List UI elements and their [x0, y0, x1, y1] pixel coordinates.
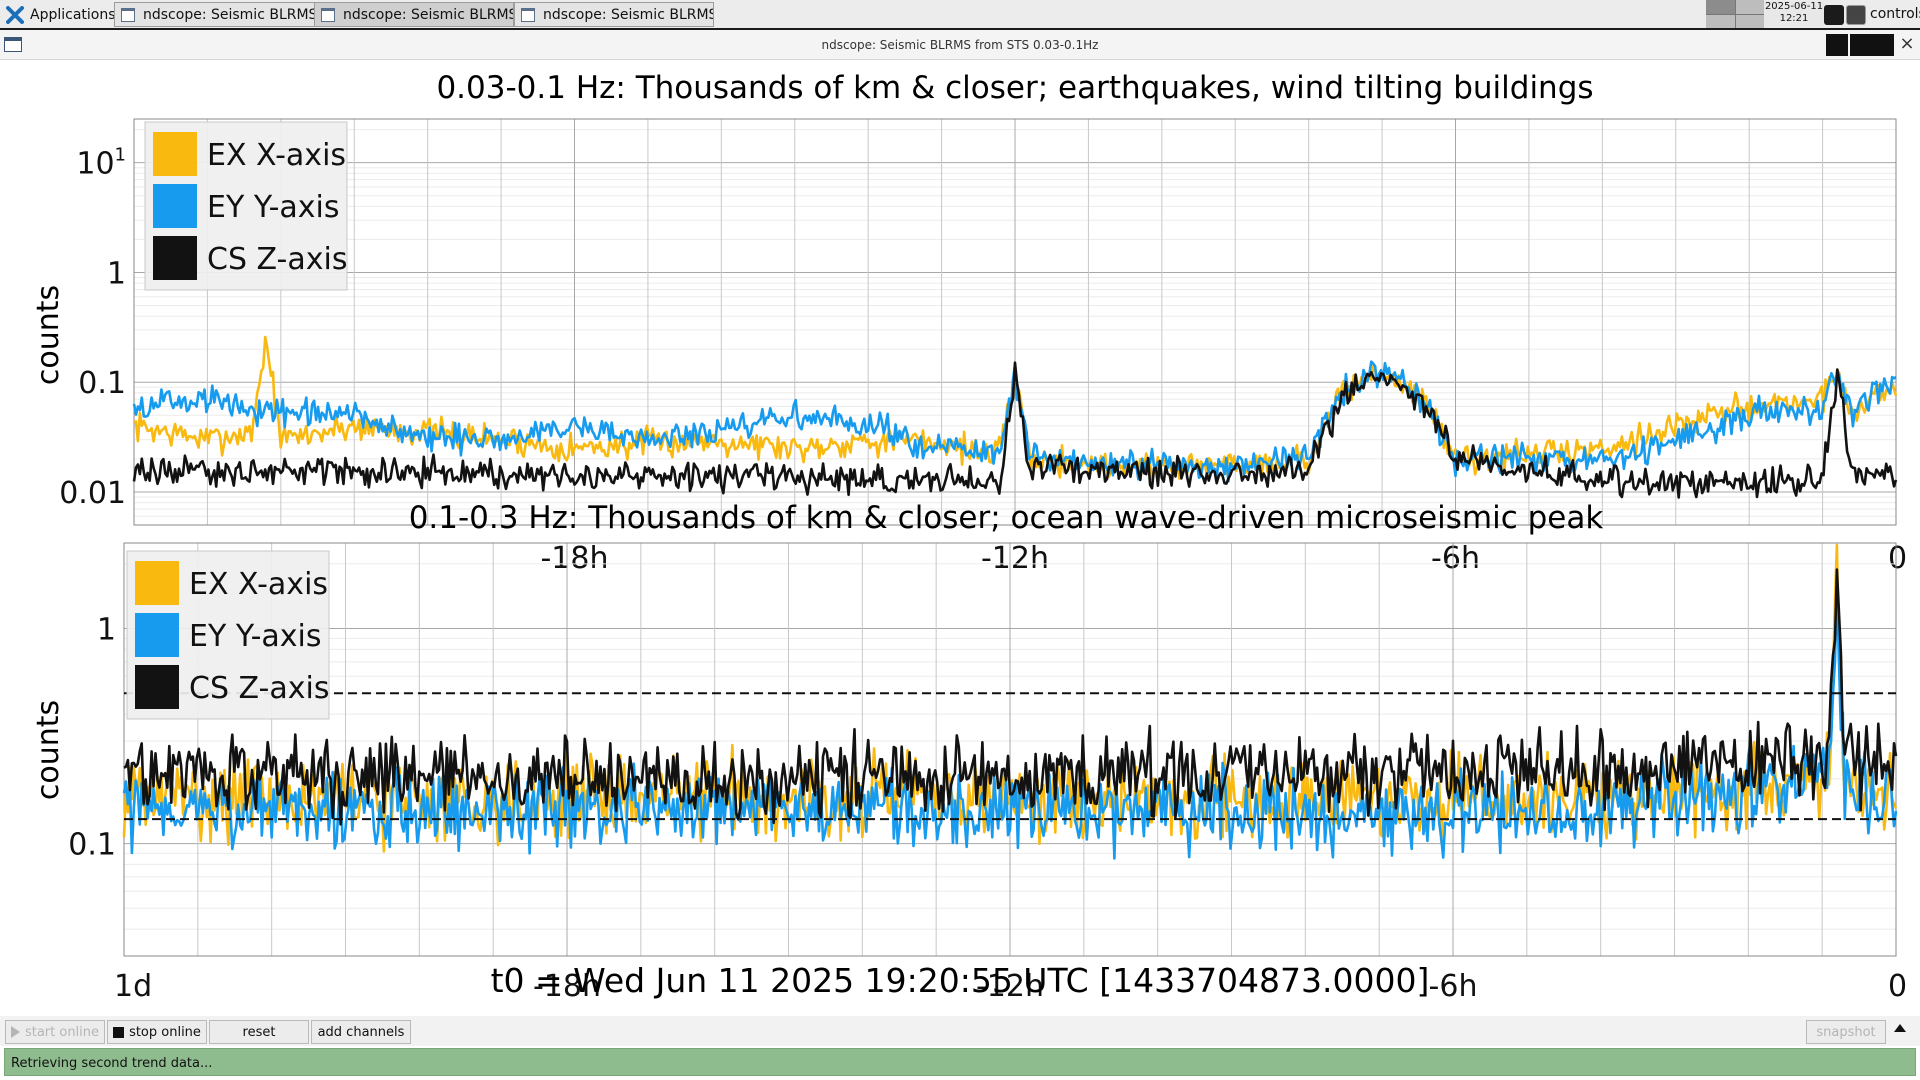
legend-swatch-ey — [135, 613, 179, 657]
x-tick-label: -18h — [540, 541, 608, 576]
taskbar-window-1[interactable]: ndscope: Seismic BLRMS f... — [114, 2, 316, 27]
add-channels-button[interactable]: add channels — [311, 1020, 411, 1044]
plot-bottom-ylabel: counts — [31, 700, 66, 800]
plot-top-frame — [133, 118, 1897, 526]
workspace-3[interactable] — [1706, 14, 1735, 28]
x-tick-label: -6h — [1429, 969, 1478, 1004]
window-button[interactable] — [1826, 34, 1848, 56]
plot-bottom-y-ticks: 0.11 — [68, 613, 116, 863]
play-icon — [10, 1026, 20, 1038]
user-name[interactable]: controls — [1870, 6, 1920, 22]
legend-swatch-cs — [135, 665, 179, 709]
window-icon — [321, 7, 335, 22]
plot-top-title: 0.03-0.1 Hz: Thousands of km & closer; e… — [436, 70, 1593, 106]
y-tick-label: 1 — [107, 256, 126, 291]
x-tick-label: 0 — [1888, 969, 1907, 1004]
status-bar: Retrieving second trend data... — [4, 1048, 1916, 1076]
window-titlebar: ndscope: Seismic BLRMS from STS 0.03-0.1… — [0, 30, 1920, 60]
snapshot-button[interactable]: snapshot — [1806, 1020, 1886, 1044]
plot-bottom[interactable]: 0.11 1d -18h -12h -6h 0 0.1-0.3 Hz: Thousand… — [31, 500, 1907, 1004]
xfce-logo-icon — [6, 6, 24, 24]
applications-label: Applications — [30, 7, 116, 23]
stop-icon — [113, 1026, 125, 1038]
legend-label-ey: EY Y-axis — [207, 190, 340, 225]
plot-bottom-x-ticks: 1d -18h -12h -6h 0 — [114, 969, 1907, 1004]
plot-bottom-reference-lines — [124, 692, 1896, 821]
taskbar: Applications ndscope: Seismic BLRMS f...… — [0, 0, 1920, 30]
legend-label-cs: CS Z-axis — [207, 242, 347, 277]
x-tick-label: -18h — [533, 969, 601, 1004]
taskbar-window-label: ndscope: Seismic BLRMS f... — [543, 6, 714, 23]
legend-label-cs: CS Z-axis — [189, 671, 329, 706]
applications-menu[interactable]: Applications — [2, 3, 120, 27]
clock-time: 12:21 — [1779, 13, 1809, 24]
plot-bottom-legend[interactable]: EX X-axis EY Y-axis CS Z-axis — [126, 550, 330, 720]
plot-top-grid — [133, 119, 1897, 525]
window-title: ndscope: Seismic BLRMS from STS 0.03-0.1… — [821, 38, 1099, 52]
y-tick-label: 0.1 — [78, 366, 126, 401]
legend-swatch-ex — [135, 561, 179, 605]
y-tick-superscript: 1 — [115, 145, 126, 166]
tray-app-icon[interactable] — [1824, 5, 1844, 25]
taskbar-window-3[interactable]: ndscope: Seismic BLRMS f... — [514, 2, 714, 27]
legend-label-ex: EX X-axis — [207, 138, 346, 173]
plot-top-ylabel: counts — [31, 285, 66, 385]
minimize-button[interactable] — [1850, 34, 1872, 56]
series-line-cs — [132, 361, 1898, 499]
plot-top-x-ticks: -18h -12h -6h 0 — [540, 541, 1907, 576]
close-icon[interactable]: × — [1899, 33, 1915, 54]
legend-label-ey: EY Y-axis — [189, 619, 322, 654]
start-online-label: start online — [24, 1024, 100, 1040]
legend-swatch-ey — [153, 184, 197, 228]
window-icon — [121, 7, 135, 22]
window-menu-icon[interactable] — [4, 37, 22, 52]
x-tick-label: -6h — [1431, 541, 1480, 576]
legend-swatch-ex — [153, 132, 197, 176]
expand-up-icon[interactable] — [1894, 1024, 1906, 1032]
series-line-ey — [122, 582, 1898, 860]
workspace-4[interactable] — [1735, 14, 1764, 28]
workspace-pager[interactable] — [1706, 0, 1764, 28]
stop-online-button[interactable]: stop online — [107, 1020, 207, 1044]
clock-date: 2025-06-11 — [1764, 1, 1824, 12]
y-tick-label: 101 — [76, 145, 126, 182]
plot-top-series — [132, 335, 1898, 499]
tray-monitor-icon[interactable] — [1846, 5, 1866, 25]
workspace-1[interactable] — [1706, 0, 1735, 14]
legend-swatch-cs — [153, 236, 197, 280]
plot-bottom-title: 0.1-0.3 Hz: Thousands of km & closer; oc… — [409, 500, 1604, 536]
y-tick-label: 1 — [97, 613, 116, 648]
taskbar-window-label: ndscope: Seismic BLRMS f... — [143, 6, 316, 23]
legend-label-ex: EX X-axis — [189, 567, 328, 602]
x-tick-label: 0 — [1888, 541, 1907, 576]
workspace-2[interactable] — [1735, 0, 1764, 14]
start-online-button[interactable]: start online — [5, 1020, 105, 1044]
y-tick-label: 0.1 — [68, 828, 116, 863]
plot-top-legend[interactable]: EX X-axis EY Y-axis CS Z-axis — [144, 121, 348, 291]
window-icon — [521, 7, 535, 22]
reset-button[interactable]: reset — [209, 1020, 309, 1044]
x-tick-label: -12h — [976, 969, 1044, 1004]
taskbar-window-2[interactable]: ndscope: Seismic BLRMS f... — [314, 2, 514, 27]
maximize-button[interactable] — [1872, 34, 1894, 56]
taskbar-window-label: ndscope: Seismic BLRMS f... — [343, 6, 514, 23]
y-tick-label: 0.01 — [59, 476, 126, 511]
x-tick-label: -12h — [981, 541, 1049, 576]
stop-online-label: stop online — [129, 1024, 201, 1040]
t0-label: t0 = Wed Jun 11 2025 19:20:55 UTC [14337… — [491, 961, 1430, 1000]
clock[interactable]: 2025-06-11 12:21 — [1764, 1, 1824, 27]
series-line-cs — [123, 568, 1898, 826]
x-tick-label: 1d — [114, 969, 152, 1004]
plot-bottom-series — [122, 543, 1898, 860]
button-bar: start online stop online reset add chann… — [0, 1016, 1920, 1046]
